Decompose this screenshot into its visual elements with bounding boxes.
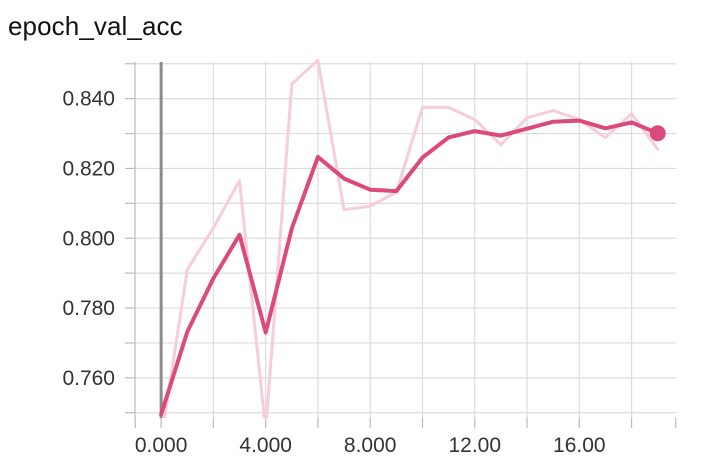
y-tick-label: 0.800: [62, 227, 115, 250]
x-tick-label: 4.000: [239, 434, 292, 457]
smoothed-series-line: [159, 118, 660, 417]
chart-title: epoch_val_acc: [8, 11, 183, 41]
raw-series-line: [163, 58, 660, 418]
x-tick-label: 12.00: [448, 434, 501, 457]
x-tick-label: 16.00: [553, 434, 606, 457]
y-tick-label: 0.820: [62, 157, 115, 180]
grid: [135, 62, 676, 418]
x-tick-label: 0.000: [135, 434, 188, 457]
y-tick-label: 0.780: [62, 297, 115, 320]
last-point-marker[interactable]: [649, 125, 666, 142]
x-tick-label: 8.000: [344, 434, 397, 457]
y-tick-label: 0.760: [62, 367, 115, 390]
tick-labels: 0.760 0.780 0.800 0.820 0.840 0.000 4.000 8.000…: [62, 88, 605, 457]
y-tick-label: 0.840: [62, 88, 115, 111]
series-lines: [159, 58, 660, 418]
axes: [125, 62, 677, 428]
